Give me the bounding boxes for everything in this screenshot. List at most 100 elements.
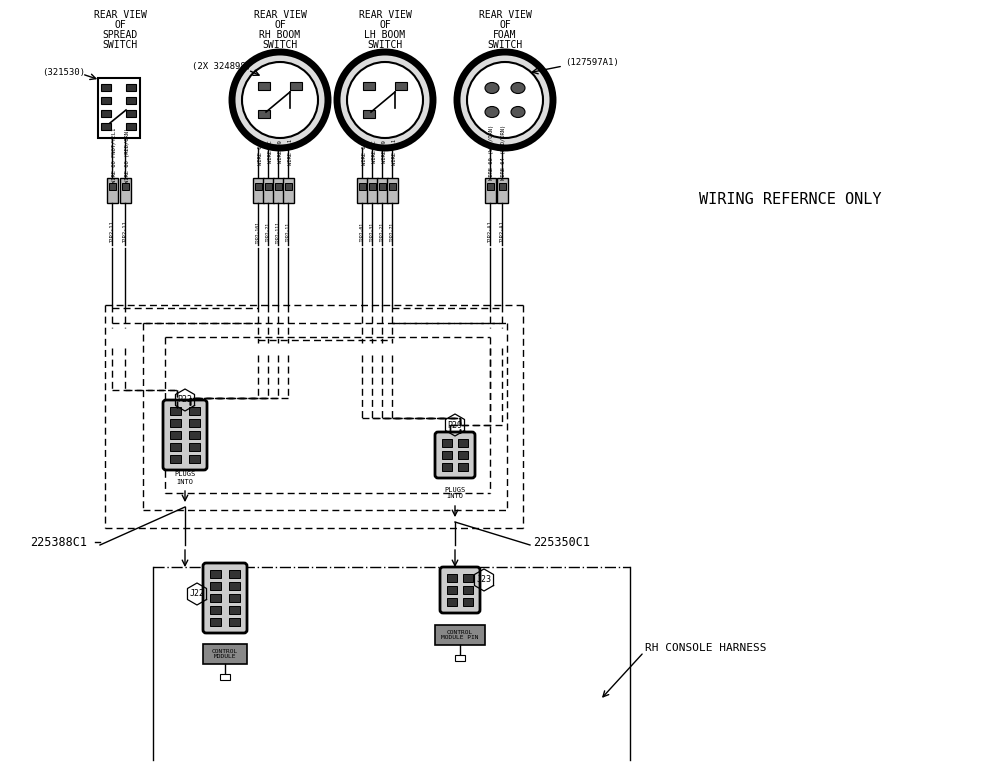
Circle shape bbox=[337, 52, 433, 148]
Bar bbox=[101, 123, 111, 130]
Text: WIRE 60 FNOT/YEL1: WIRE 60 FNOT/YEL1 bbox=[112, 127, 116, 182]
Text: WIRE 09: WIRE 09 bbox=[382, 140, 386, 164]
Text: WIRE 60 (WHT/ORN): WIRE 60 (WHT/ORN) bbox=[490, 124, 494, 179]
Text: OF: OF bbox=[114, 20, 126, 30]
Bar bbox=[395, 82, 407, 90]
Bar bbox=[101, 84, 111, 91]
Ellipse shape bbox=[511, 82, 525, 93]
Text: J2P2-21: J2P2-21 bbox=[266, 222, 270, 242]
Bar bbox=[447, 598, 457, 606]
Text: WIRE 610: WIRE 610 bbox=[362, 139, 366, 165]
Bar bbox=[359, 183, 366, 190]
Text: WIRE 09: WIRE 09 bbox=[278, 140, 283, 164]
Text: (127597A1): (127597A1) bbox=[565, 58, 619, 68]
FancyBboxPatch shape bbox=[203, 563, 247, 633]
Bar bbox=[435, 625, 485, 645]
Text: J2P2-11: J2P2-11 bbox=[122, 220, 128, 244]
Bar bbox=[189, 407, 200, 415]
Bar bbox=[265, 183, 272, 190]
Text: PLUGS
INTO: PLUGS INTO bbox=[444, 487, 466, 500]
Bar bbox=[463, 586, 473, 594]
Bar bbox=[258, 110, 270, 118]
Bar bbox=[109, 183, 116, 190]
Bar bbox=[357, 178, 368, 203]
Bar bbox=[229, 618, 240, 626]
Text: J2P2-71: J2P2-71 bbox=[390, 222, 394, 242]
Bar bbox=[485, 178, 496, 203]
Text: OF: OF bbox=[499, 20, 511, 30]
Text: WIRE 0C: WIRE 0C bbox=[268, 140, 272, 164]
FancyBboxPatch shape bbox=[163, 400, 207, 470]
Text: RH CONSOLE HARNESS: RH CONSOLE HARNESS bbox=[645, 643, 767, 653]
Bar bbox=[290, 82, 302, 90]
Bar bbox=[273, 178, 284, 203]
Text: J2P2-11: J2P2-11 bbox=[110, 220, 114, 244]
Bar bbox=[122, 183, 129, 190]
Text: (2X 324898): (2X 324898) bbox=[192, 61, 251, 71]
Bar bbox=[210, 606, 221, 614]
Bar bbox=[275, 183, 282, 190]
Text: CONTROL
MODULE: CONTROL MODULE bbox=[212, 649, 238, 660]
Text: J22: J22 bbox=[190, 590, 205, 598]
Bar bbox=[101, 110, 111, 117]
Bar bbox=[442, 463, 452, 471]
Text: REAR VIEW: REAR VIEW bbox=[479, 10, 531, 20]
Text: J2P2-01: J2P2-01 bbox=[360, 222, 364, 242]
Text: WIRE 611: WIRE 611 bbox=[392, 139, 396, 165]
Bar bbox=[463, 574, 473, 582]
Bar bbox=[101, 97, 111, 104]
Bar bbox=[363, 82, 375, 90]
Bar bbox=[458, 451, 468, 459]
Bar bbox=[379, 183, 386, 190]
Bar bbox=[229, 606, 240, 614]
Bar bbox=[170, 443, 181, 451]
Ellipse shape bbox=[485, 106, 499, 117]
Bar bbox=[369, 183, 376, 190]
Bar bbox=[487, 183, 494, 190]
Circle shape bbox=[232, 52, 328, 148]
Text: P29: P29 bbox=[448, 421, 462, 429]
Bar bbox=[189, 455, 200, 463]
Text: J2P2-101: J2P2-101 bbox=[256, 220, 260, 244]
Text: CONTROL
MODULE PIN: CONTROL MODULE PIN bbox=[441, 629, 479, 640]
Text: REAR VIEW: REAR VIEW bbox=[94, 10, 146, 20]
Bar bbox=[387, 178, 398, 203]
Bar bbox=[442, 439, 452, 447]
Text: REAR VIEW: REAR VIEW bbox=[359, 10, 411, 20]
Bar bbox=[363, 110, 375, 118]
Text: 225350C1: 225350C1 bbox=[533, 535, 590, 549]
Bar bbox=[126, 123, 136, 130]
Bar bbox=[229, 570, 240, 578]
Bar bbox=[253, 178, 264, 203]
Bar bbox=[255, 183, 262, 190]
Bar bbox=[367, 178, 378, 203]
Bar bbox=[170, 407, 181, 415]
Bar bbox=[497, 178, 508, 203]
Bar bbox=[463, 598, 473, 606]
Text: J2P2-31: J2P2-31 bbox=[370, 222, 374, 242]
Bar bbox=[189, 419, 200, 427]
Text: FOAM: FOAM bbox=[493, 30, 517, 40]
Bar bbox=[210, 594, 221, 602]
Bar bbox=[285, 183, 292, 190]
Bar bbox=[377, 178, 388, 203]
Ellipse shape bbox=[485, 82, 499, 93]
Text: PLUGS
INTO: PLUGS INTO bbox=[174, 472, 196, 484]
Bar bbox=[170, 419, 181, 427]
Bar bbox=[458, 439, 468, 447]
Text: WIRE 64 (RED/ORN): WIRE 64 (RED/ORN) bbox=[502, 124, 507, 179]
Bar bbox=[258, 82, 270, 90]
Bar bbox=[126, 110, 136, 117]
Bar bbox=[210, 570, 221, 578]
Bar bbox=[170, 431, 181, 439]
Text: (321530): (321530) bbox=[42, 68, 85, 77]
Text: SWITCH: SWITCH bbox=[487, 40, 523, 50]
Text: J2P2-11: J2P2-11 bbox=[286, 222, 290, 242]
Bar bbox=[447, 574, 457, 582]
Bar bbox=[229, 582, 240, 590]
Text: OF: OF bbox=[274, 20, 286, 30]
Bar bbox=[126, 84, 136, 91]
Text: LH BOOM: LH BOOM bbox=[364, 30, 406, 40]
Bar bbox=[170, 455, 181, 463]
Bar bbox=[120, 178, 131, 203]
